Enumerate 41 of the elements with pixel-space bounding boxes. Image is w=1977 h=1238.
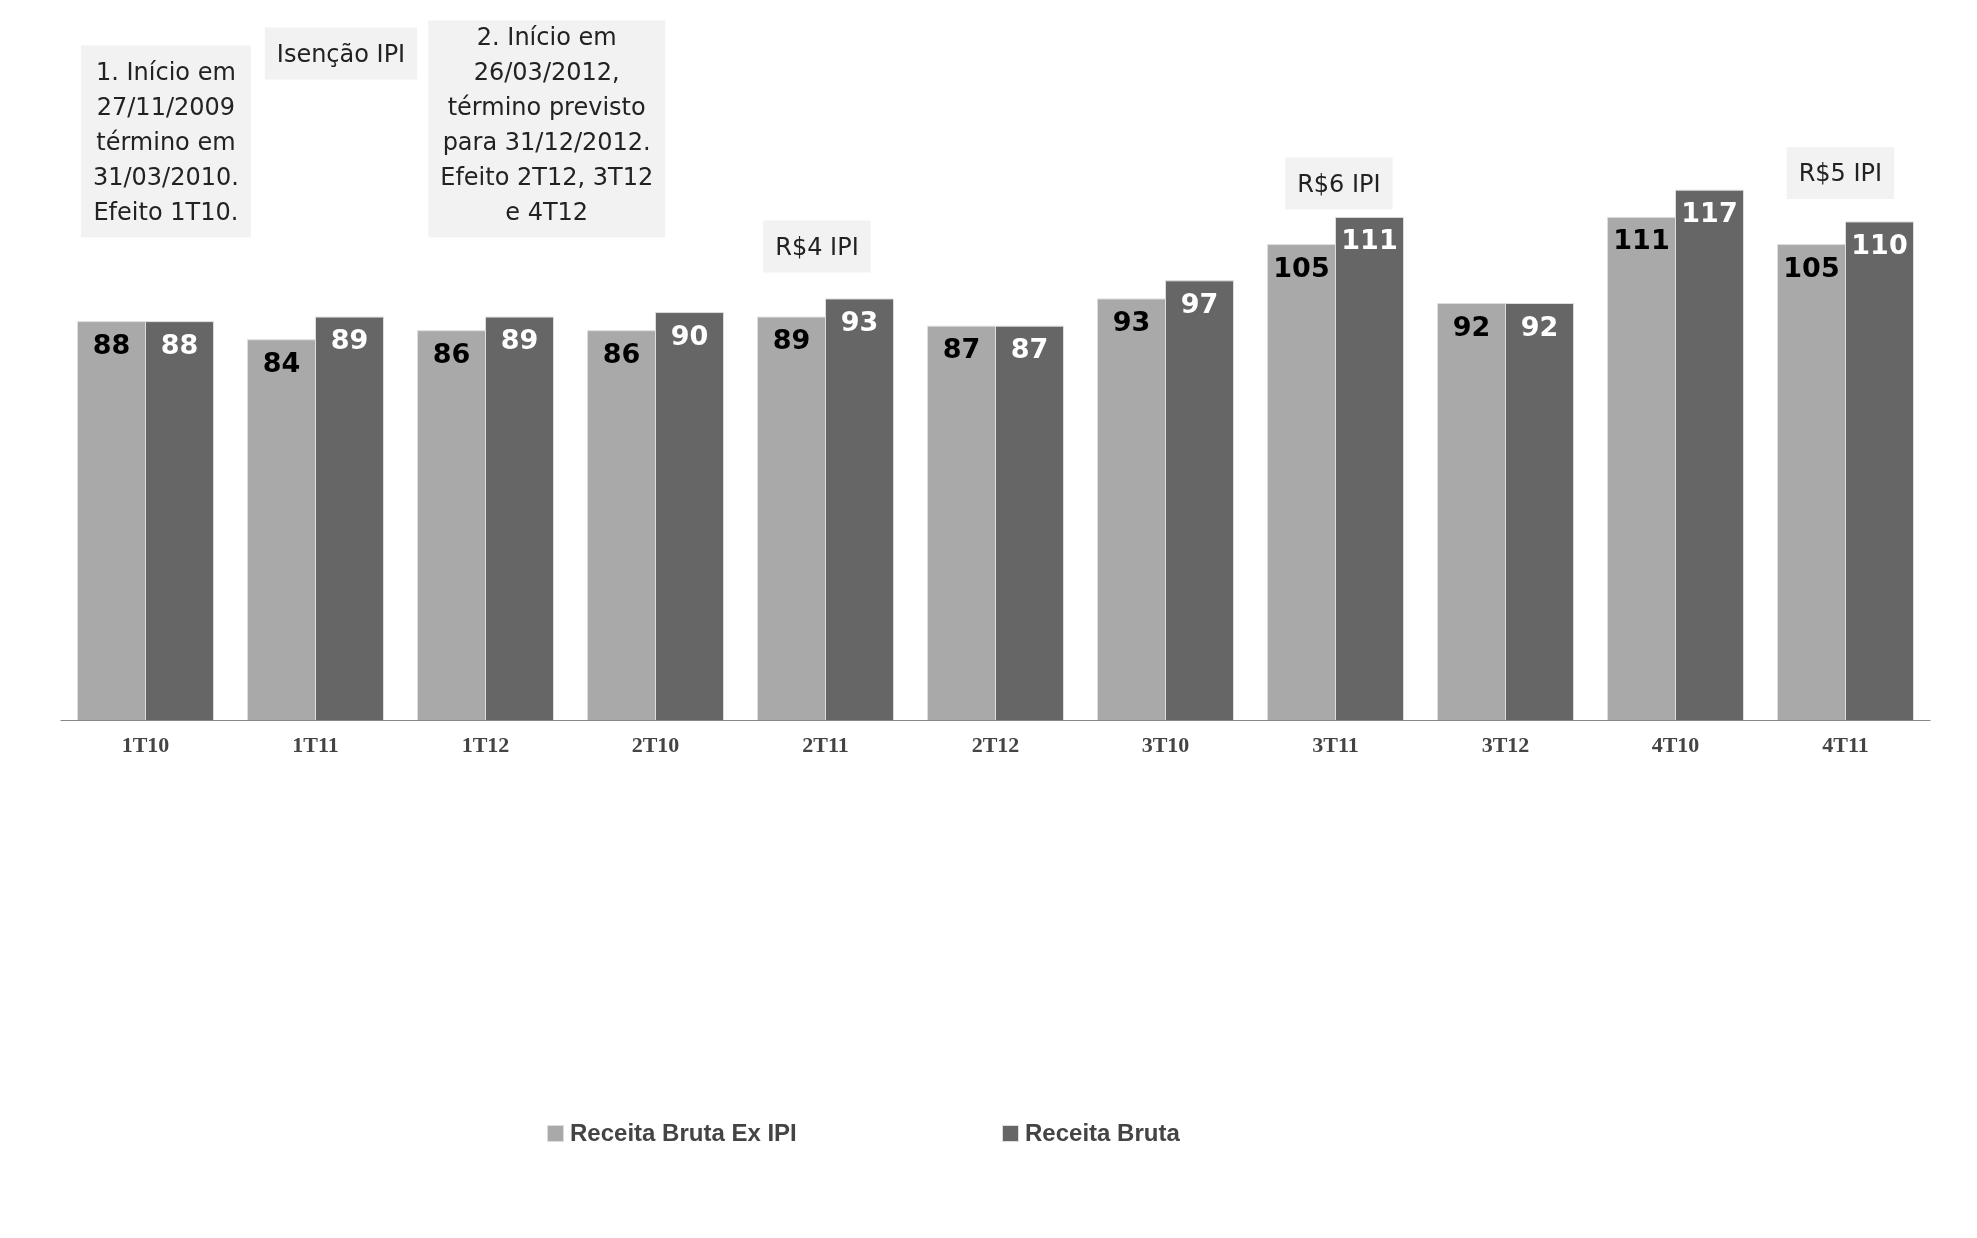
- x-tick-label: 4T10: [1651, 731, 1700, 757]
- x-tick-label: 2T11: [802, 731, 849, 757]
- data-label: 93: [840, 305, 879, 337]
- text: Isenção IPI: [276, 39, 406, 68]
- data-label: 117: [1681, 197, 1738, 229]
- legend-label: Receita Bruta: [1025, 1119, 1181, 1147]
- legend-label: Receita Bruta Ex IPI: [570, 1119, 798, 1147]
- data-label: 84: [262, 346, 301, 378]
- x-tick-label: 3T10: [1141, 731, 1190, 757]
- x-tick-label: 4T11: [1822, 731, 1869, 757]
- data-label: 87: [1010, 333, 1049, 365]
- data-label: 86: [602, 337, 641, 369]
- data-label: 97: [1180, 287, 1219, 319]
- data-label: 105: [1783, 251, 1840, 283]
- data-label: 89: [772, 324, 811, 356]
- data-label: 105: [1273, 251, 1330, 283]
- x-tick-label: 3T11: [1312, 731, 1359, 757]
- data-label: 88: [160, 328, 199, 360]
- data-label: 111: [1613, 224, 1670, 256]
- annotation: R$4 IPI: [775, 232, 859, 261]
- data-label: 90: [670, 319, 709, 351]
- x-tick-label: 1T11: [292, 731, 339, 757]
- data-label: 93: [1112, 305, 1151, 337]
- x-tick-label: 2T12: [971, 731, 1020, 757]
- data-label: 111: [1341, 224, 1398, 256]
- x-tick-label: 1T10: [121, 731, 170, 757]
- annotation: 1. Início em 27/11/2009 término em 31/03/2010. Efeito 1T10.: [92, 57, 239, 226]
- x-tick-label: 3T12: [1481, 731, 1530, 757]
- data-label: 87: [942, 333, 981, 365]
- x-tick-label: 2T10: [631, 731, 680, 757]
- data-label: 110: [1851, 228, 1908, 260]
- data-label: 88: [92, 328, 131, 360]
- data-label: 89: [330, 324, 369, 356]
- data-label: 92: [1452, 310, 1491, 342]
- data-label: 92: [1520, 310, 1559, 342]
- text: R$5 IPI: [1798, 159, 1883, 187]
- annotation: R$6 IPI: [1297, 169, 1381, 198]
- annotation: 2. Início em 26/03/2012, término previsto para 31/12/2012. Efeito 2T12, 3T12 e 4T12: [440, 22, 654, 226]
- x-tick-label: 1T12: [461, 731, 510, 757]
- data-label: 86: [432, 337, 471, 369]
- data-label: 89: [500, 324, 539, 356]
